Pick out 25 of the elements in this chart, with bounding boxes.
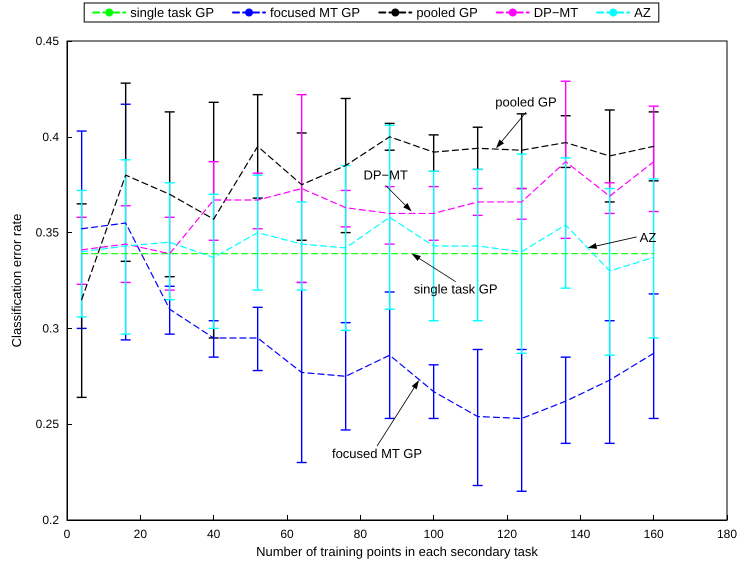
x-tick-label: 100 [424,527,444,541]
y-axis-title: Classification error rate [9,214,24,348]
y-tick-label: 0.4 [42,130,60,144]
x-tick-label: 60 [280,527,294,541]
annotation: focused MT GP [332,446,422,462]
x-tick-label: 140 [570,527,591,541]
x-axis-title: Number of training points in each secondary task [256,544,538,559]
x-tick-label: 160 [644,527,664,541]
x-tick-label: 80 [354,527,368,541]
annotation: pooled GP [495,94,557,110]
y-tick-label: 0.2 [42,513,60,527]
legend-label: focused MT GP [270,5,360,20]
x-tick-label: 180 [716,527,738,541]
y-tick-label: 0.35 [36,226,60,240]
legend-label: single task GP [130,5,214,20]
legend-label: DP−MT [534,5,578,20]
x-tick-label: 40 [206,527,221,541]
y-tick-label: 0.3 [42,321,60,336]
legend-label: pooled GP [416,5,478,20]
x-tick-label: 20 [134,527,148,541]
legend-label: AZ [634,5,651,20]
x-tick-label: 120 [496,527,518,541]
y-tick-label: 0.25 [36,417,60,432]
x-tick-label: 0 [64,527,71,541]
y-tick-label: 0.45 [36,34,60,48]
